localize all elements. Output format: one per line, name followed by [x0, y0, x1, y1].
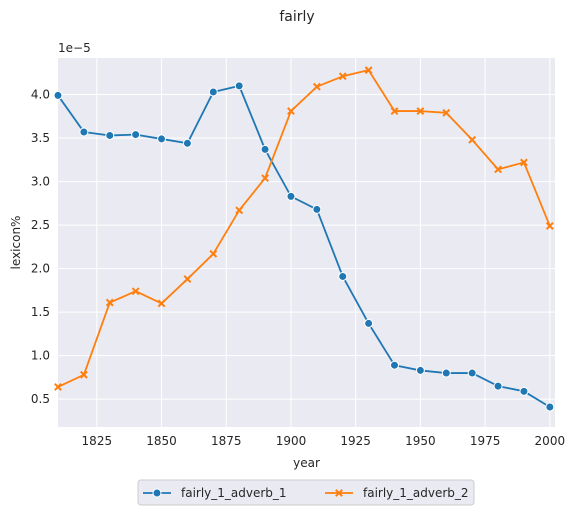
data-point	[131, 287, 140, 296]
data-point	[286, 191, 296, 201]
data-point	[415, 365, 425, 375]
y-axis-ticks: 0.5 1.0 1.5 2.0 2.5 3.0 3.5 4.0	[31, 88, 50, 407]
x-tick-label: 1950	[405, 434, 436, 448]
data-point	[442, 108, 451, 117]
legend-marker	[152, 488, 162, 498]
data-point	[467, 368, 477, 378]
data-point	[209, 249, 218, 258]
y-tick-label: 3.5	[31, 131, 50, 145]
data-point	[208, 87, 218, 97]
legend-item: fairly_1_adverb_2	[325, 486, 469, 500]
data-point	[261, 174, 269, 183]
data-point	[468, 135, 477, 144]
x-axis-label: year	[293, 456, 320, 470]
data-point	[338, 72, 347, 81]
series-fairly_1_adverb_2	[54, 66, 554, 391]
data-point	[105, 130, 115, 140]
y-tick-label: 1.0	[31, 349, 50, 363]
legend: fairly_1_adverb_1 fairly_1_adverb_2	[137, 479, 475, 506]
data-point	[260, 144, 270, 154]
y-tick-label: 4.0	[31, 88, 50, 102]
data-point	[441, 368, 451, 378]
data-point	[519, 386, 529, 396]
data-point	[235, 206, 244, 215]
legend-label: fairly_1_adverb_2	[363, 486, 469, 500]
x-tick-label: 1925	[340, 434, 371, 448]
legend-marker	[335, 489, 343, 497]
data-point	[545, 402, 555, 412]
chart-title: fairly	[279, 9, 314, 25]
data-point	[131, 130, 141, 140]
y-axis-offset-label: 1e−5	[58, 41, 91, 55]
data-point	[157, 134, 167, 144]
data-point	[182, 138, 192, 148]
legend-label: fairly_1_adverb_1	[181, 486, 287, 500]
data-point	[105, 298, 114, 307]
x-tick-label: 1850	[146, 434, 177, 448]
x-tick-label: 1875	[211, 434, 242, 448]
data-point	[234, 81, 244, 91]
data-point	[545, 222, 554, 230]
y-tick-label: 3.0	[31, 175, 50, 189]
series-layer	[53, 66, 555, 412]
y-tick-label: 2.5	[31, 218, 50, 232]
y-tick-label: 1.5	[31, 305, 50, 319]
x-tick-label: 1975	[470, 434, 501, 448]
data-point	[287, 107, 295, 115]
data-point	[520, 158, 528, 167]
x-axis-ticks: 1825 1850 1875 1900 1925 1950 1975 2000	[82, 434, 566, 448]
data-point	[364, 66, 373, 75]
legend-item: fairly_1_adverb_1	[143, 486, 287, 500]
data-point	[390, 107, 399, 115]
data-point	[390, 360, 400, 370]
data-point	[416, 107, 425, 115]
data-point	[183, 275, 192, 283]
data-point	[312, 204, 322, 214]
data-point	[53, 90, 63, 100]
plot-area	[58, 58, 555, 427]
data-point	[79, 127, 89, 137]
data-point	[493, 381, 503, 391]
series-fairly_1_adverb_1	[53, 81, 555, 412]
data-point	[54, 383, 62, 391]
data-point	[157, 299, 166, 308]
grid-lines	[58, 58, 555, 427]
y-axis-label: lexicon%	[9, 216, 23, 270]
data-point	[338, 271, 348, 281]
x-tick-label: 2000	[535, 434, 566, 448]
series-line	[57, 69, 551, 388]
y-tick-label: 0.5	[31, 392, 50, 406]
data-point	[364, 318, 374, 328]
y-tick-label: 2.0	[31, 262, 50, 276]
x-tick-label: 1825	[82, 434, 113, 448]
data-point	[494, 165, 502, 174]
x-tick-label: 1900	[276, 434, 307, 448]
legend-box	[137, 479, 475, 506]
data-point	[312, 82, 321, 91]
data-point	[79, 370, 88, 379]
